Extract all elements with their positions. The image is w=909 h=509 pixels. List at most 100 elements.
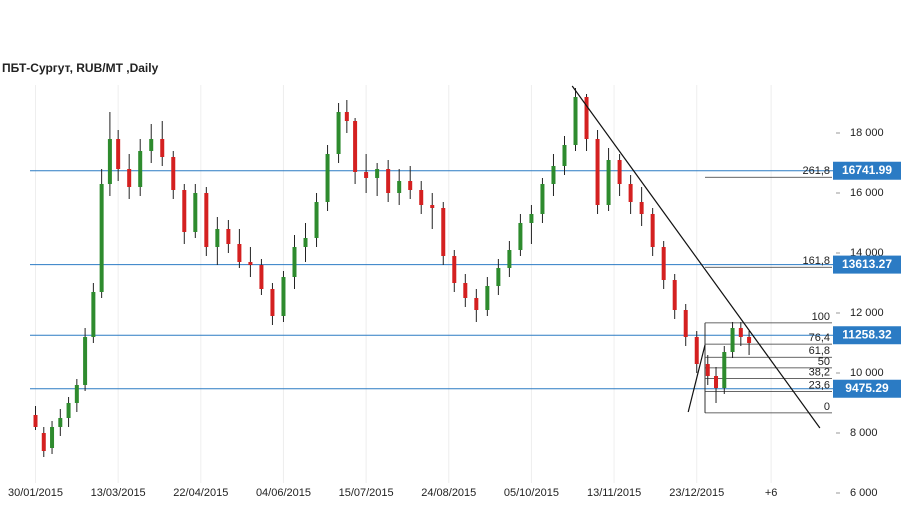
candle-body [281,277,286,316]
candle-body [397,181,402,193]
candle-body [336,112,341,154]
candle-body [430,205,435,208]
candle-body [74,385,79,403]
x-tick-label: 13/11/2015 [587,487,641,499]
candle-body [573,97,578,145]
fib-label: 161,8 [802,255,830,267]
candle-body [551,166,556,184]
candle-body [747,337,752,343]
candle-body [463,283,468,298]
level-label-box [833,379,901,398]
chart-title: ПБТ-Сургут, RUB/MT ,Daily [2,61,159,75]
candle-body [683,310,688,337]
candle-body [193,193,198,232]
level-label: 9475.29 [845,381,889,395]
candle-body [722,352,727,388]
x-tick-label: 05/10/2015 [504,487,559,499]
candle-body [50,427,55,448]
candle-body [518,223,523,250]
candle-body [149,139,154,151]
candle-body [91,292,96,337]
x-tick-label: 15/07/2015 [339,487,394,499]
candle-body [66,403,71,418]
fib-label: 23,6 [809,380,830,392]
level-label-box [833,255,901,274]
candle-body [485,286,490,310]
candle-body [292,247,297,277]
level-label: 13613.27 [842,257,892,271]
fib-label: 261,8 [802,165,830,177]
fib-label: 100 [812,311,830,323]
candle-body [730,328,735,352]
candle-body [107,139,112,184]
y-tick-label: 12 000 [850,307,884,319]
x-tick-label: +6 [765,487,778,499]
candle-body [540,184,545,214]
trend-line [687,344,706,413]
candle-body [672,280,677,310]
candle-body [116,139,121,169]
candle-body [127,169,132,187]
candle-body [694,337,699,364]
fib-label: 38,2 [809,366,830,378]
candle-body [738,328,743,337]
candle-body [714,376,719,388]
candle-body [58,418,63,427]
candle-body [182,190,187,232]
candle-body [452,256,457,283]
candle-body [303,238,308,247]
candle-body [204,193,209,247]
candle-body [408,181,413,190]
candle-body [259,265,264,289]
x-tick-label: 23/12/2015 [669,487,724,499]
candle-body [138,151,143,187]
candle-body [441,208,446,256]
x-tick-label: 22/04/2015 [173,487,228,499]
y-tick-label: 10 000 [850,367,884,379]
candle-body [248,262,253,265]
candle-body [41,433,46,451]
candle-body [606,160,611,205]
candle-body [33,415,38,427]
candle-body [314,202,319,238]
candle-body [226,229,231,244]
candle-body [237,244,242,262]
x-tick-label: 13/03/2015 [91,487,146,499]
candle-body [705,364,710,376]
candle-body [562,145,567,166]
candle-body [474,298,479,310]
x-tick-label: 30/01/2015 [8,487,63,499]
y-tick-label: 16 000 [850,187,884,199]
y-tick-label: 8 000 [850,427,878,439]
candle-body [419,190,424,205]
fib-label: 76,4 [809,332,830,344]
fib-label: 50 [818,356,830,368]
x-tick-label: 24/08/2015 [421,487,476,499]
candle-body [83,337,88,385]
candle-body [353,121,358,172]
candle-body [661,247,666,280]
candle-body [215,229,220,247]
candle-body [344,112,349,121]
candle-body [325,154,330,202]
y-tick-label: 18 000 [850,127,884,139]
y-tick-label: 6 000 [850,487,878,499]
candle-body [99,184,104,292]
candle-body [386,169,391,193]
candle-body [650,214,655,247]
candle-body [584,97,589,139]
candle-body [160,139,165,157]
level-label: 11258.32 [842,327,892,341]
candle-body [595,139,600,205]
x-tick-label: 04/06/2015 [256,487,311,499]
trend-line [571,85,821,429]
candle-body [639,202,644,214]
level-label: 16741.99 [842,163,892,177]
candle-body [364,172,369,178]
candle-body [375,169,380,178]
candle-body [617,160,622,184]
candle-body [171,157,176,190]
candle-body [628,184,633,202]
candle-body [529,214,534,223]
